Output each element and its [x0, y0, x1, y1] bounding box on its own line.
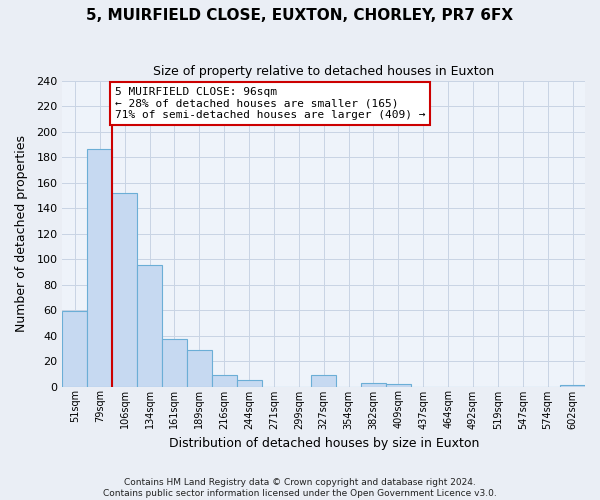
Bar — [560, 385, 585, 386]
Bar — [311, 375, 336, 386]
Bar — [361, 382, 386, 386]
Y-axis label: Number of detached properties: Number of detached properties — [15, 135, 28, 332]
Text: 5, MUIRFIELD CLOSE, EUXTON, CHORLEY, PR7 6FX: 5, MUIRFIELD CLOSE, EUXTON, CHORLEY, PR7… — [86, 8, 514, 22]
Bar — [212, 375, 236, 386]
Text: 5 MUIRFIELD CLOSE: 96sqm
← 28% of detached houses are smaller (165)
71% of semi-: 5 MUIRFIELD CLOSE: 96sqm ← 28% of detach… — [115, 87, 425, 120]
Title: Size of property relative to detached houses in Euxton: Size of property relative to detached ho… — [153, 65, 494, 78]
Bar — [137, 266, 162, 386]
Text: Contains HM Land Registry data © Crown copyright and database right 2024.
Contai: Contains HM Land Registry data © Crown c… — [103, 478, 497, 498]
Bar — [236, 380, 262, 386]
Bar — [112, 192, 137, 386]
Bar — [62, 312, 88, 386]
Bar — [187, 350, 212, 387]
Bar — [88, 150, 112, 386]
X-axis label: Distribution of detached houses by size in Euxton: Distribution of detached houses by size … — [169, 437, 479, 450]
Bar — [162, 340, 187, 386]
Bar — [386, 384, 411, 386]
